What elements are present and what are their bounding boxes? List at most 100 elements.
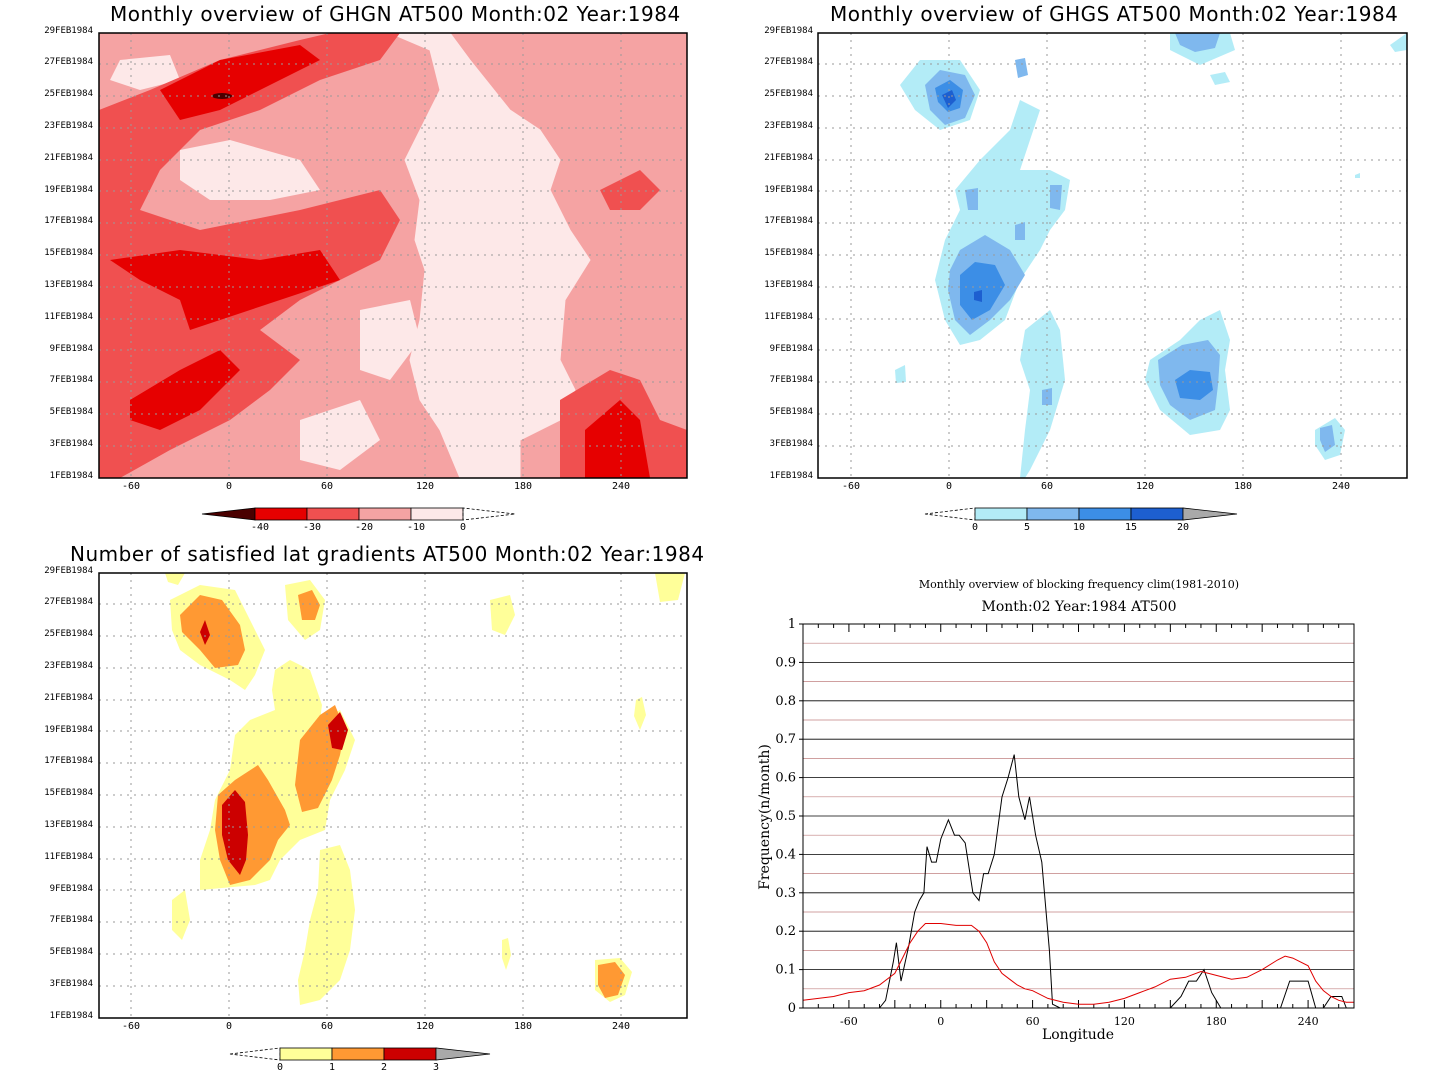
ghgn-neg40-spot: [212, 93, 232, 99]
latgrad-colorbar-label: 3: [432, 1062, 440, 1073]
ghgs-ytick: 21FEB1984: [764, 153, 813, 163]
ghgn-title: Monthly overview of GHGN AT500 Month:02 …: [110, 2, 681, 26]
ghgn-colorbar-label: -40: [250, 522, 270, 533]
latgrad-title: Number of satisfied lat gradients AT500 …: [70, 542, 705, 566]
ghgs-ytick: 19FEB1984: [764, 185, 813, 195]
ghgs-level-15: [942, 90, 982, 302]
ghgs-grid: [818, 33, 1407, 478]
latgrad-ytick: 7FEB1984: [49, 915, 93, 925]
ghgn-neg30-band-2: [110, 250, 340, 330]
y-tick-label: 0.6: [775, 771, 796, 786]
blocking-yticks: 0 0.1 0.2 0.3 0.4 0.5 0.6 0.7 0.8 0.9 1: [775, 617, 803, 1016]
ghgn-ytick: 11FEB1984: [44, 312, 93, 322]
ghgn-zero-band-2: [180, 140, 320, 200]
ghgn-xtick: 60: [320, 481, 334, 492]
y-tick-label: 0.9: [775, 655, 796, 670]
ghgs-xtick: -60: [841, 481, 861, 492]
ghgn-neg20-band: [99, 33, 400, 478]
latgrad-colorbar: [229, 1047, 491, 1061]
ghgn-colorbar-label: -10: [406, 522, 426, 533]
ghgs-ytick: 23FEB1984: [764, 121, 813, 131]
ghgs-xtick: 120: [1135, 481, 1155, 492]
ghgn-ytick: 9FEB1984: [49, 344, 93, 354]
ghgn-xtick: -60: [121, 481, 141, 492]
y-tick-label: 0.5: [775, 809, 796, 824]
ghgs-ytick: 13FEB1984: [764, 280, 813, 290]
latgrad-ytick: 13FEB1984: [44, 820, 93, 830]
ghgs-ytick: 29FEB1984: [764, 26, 813, 36]
ghgs-colorbar-label: 20: [1176, 522, 1190, 533]
latgrad-ytick: 1FEB1984: [49, 1011, 93, 1021]
latgrad-ytick: 27FEB1984: [44, 597, 93, 607]
ghgn-neg30-band: [160, 45, 320, 120]
latgrad-ytick: 3FEB1984: [49, 979, 93, 989]
y-tick-label: 1: [788, 617, 796, 632]
ghgn-colorbar-label: 0: [459, 522, 467, 533]
ghgs-ytick: 15FEB1984: [764, 248, 813, 258]
ghgs-ytick: 9FEB1984: [769, 344, 813, 354]
latgrad-ytick: 21FEB1984: [44, 693, 93, 703]
blocking-subtitle: Month:02 Year:1984 AT500: [982, 599, 1177, 615]
ghgn-grid: [99, 33, 687, 478]
x-tick-label: -60: [840, 1015, 858, 1028]
ghgs-ytick: 27FEB1984: [764, 57, 813, 67]
blocking-ylabel: Frequency(n/month): [757, 744, 773, 890]
ghgs-ytick: 3FEB1984: [769, 439, 813, 449]
ghgs-colorbar: [924, 507, 1238, 521]
ghgn-neg30-band-4: [585, 400, 650, 478]
x-tick-label: 120: [1114, 1015, 1135, 1028]
ghgn-ytick: 17FEB1984: [44, 216, 93, 226]
ghgn-ytick: 13FEB1984: [44, 280, 93, 290]
ghgs-ytick: 25FEB1984: [764, 89, 813, 99]
blocking-xlabel: Longitude: [1042, 1027, 1114, 1043]
ghgs-ytick: 1FEB1984: [769, 471, 813, 481]
ghgn-xtick: 240: [611, 481, 631, 492]
y-tick-label: 0.8: [775, 694, 796, 709]
latgrad-xtick: 120: [415, 1021, 435, 1032]
x-tick-label: 0: [937, 1015, 944, 1028]
ghgn-ytick: 27FEB1984: [44, 57, 93, 67]
ghgn-ytick: 29FEB1984: [44, 26, 93, 36]
latgrad-colorbar-label: 0: [276, 1062, 284, 1073]
y-tick-label: 0.3: [775, 886, 796, 901]
y-tick-label: 0.2: [775, 924, 796, 939]
ghgs-colorbar-label: 0: [971, 522, 979, 533]
ghgs-frame: [817, 32, 1408, 479]
ghgn-ytick: 7FEB1984: [49, 375, 93, 385]
latgrad-grid: [99, 573, 687, 1018]
latgrad-xtick: 60: [320, 1021, 334, 1032]
ghgs-xtick: 180: [1233, 481, 1253, 492]
ghgn-ytick: 5FEB1984: [49, 407, 93, 417]
latgrad-colorbar-label: 1: [328, 1062, 336, 1073]
y-tick-label: 0: [788, 1001, 796, 1016]
ghgn-ytick: 19FEB1984: [44, 185, 93, 195]
ghgs-colorbar-label: 15: [1124, 522, 1138, 533]
latgrad-ytick: 5FEB1984: [49, 947, 93, 957]
latgrad-ytick: 19FEB1984: [44, 725, 93, 735]
ghgn-ytick: 25FEB1984: [44, 89, 93, 99]
ghgn-zero-band-5: [300, 400, 380, 470]
latgrad-colorbar-label: 2: [380, 1062, 388, 1073]
y-tick-label: 0.1: [775, 963, 796, 978]
ghgs-xtick: 0: [945, 481, 953, 492]
ghgs-heatmap: [817, 32, 1408, 521]
ghgs-ytick: 7FEB1984: [769, 375, 813, 385]
latgrad-ytick: 29FEB1984: [44, 566, 93, 576]
latgrad-ytick: 11FEB1984: [44, 852, 93, 862]
latgrad-ytick: 23FEB1984: [44, 661, 93, 671]
blocking-line-chart: Monthly overview of blocking frequency c…: [757, 578, 1355, 1043]
ghgn-ytick: 21FEB1984: [44, 153, 93, 163]
ghgs-ytick: 5FEB1984: [769, 407, 813, 417]
ghgn-frame: [98, 32, 688, 479]
ghgn-xtick: 120: [415, 481, 435, 492]
x-tick-label: 180: [1206, 1015, 1227, 1028]
ghgn-heatmap: [98, 32, 688, 521]
latgrad-ytick: 15FEB1984: [44, 788, 93, 798]
latgrad-heatmap: [98, 572, 688, 1061]
blocking-frame: [802, 623, 1355, 1009]
ghgs-xtick: 60: [1040, 481, 1054, 492]
ghgn-xtick: 0: [225, 481, 233, 492]
ghgs-colorbar-label: 5: [1023, 522, 1031, 533]
ghgn-neg30-band-3: [130, 350, 240, 430]
x-tick-label: 240: [1298, 1015, 1319, 1028]
